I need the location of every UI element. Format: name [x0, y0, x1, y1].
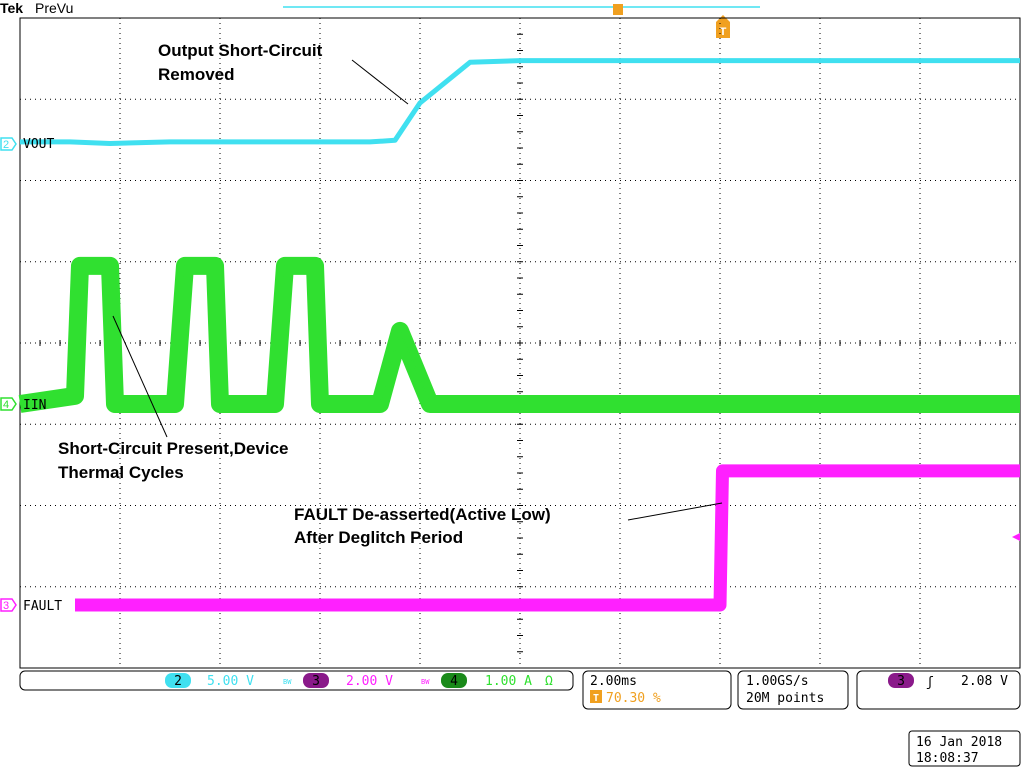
date-label: 16 Jan 2018: [916, 735, 1002, 750]
series-fault-edge: [75, 470, 1020, 606]
graticule: [19, 17, 1021, 669]
svg-text:3: 3: [3, 600, 9, 612]
svg-text:4: 4: [3, 399, 9, 411]
ch4-impedance-icon: Ω: [545, 674, 553, 689]
annotation-vout-line2: Removed: [158, 65, 235, 84]
brand-label: Tek: [0, 0, 23, 16]
ch3-scale: 2.00 V: [346, 674, 393, 689]
ch3-label: FAULT: [23, 599, 62, 614]
ch2-number-badge: 2: [174, 674, 182, 689]
svg-text:T: T: [593, 693, 599, 704]
annotation-vout-line1: Output Short-Circuit: [158, 41, 323, 60]
annotation-iin: Short-Circuit Present,Device Thermal Cyc…: [58, 315, 289, 482]
trigger-position: 70.30 %: [606, 691, 661, 706]
trigger-level-marker: [1012, 533, 1020, 541]
svg-text:T: T: [720, 26, 727, 38]
trigger-pos-icon: [590, 690, 602, 703]
ch4-label: IIN: [23, 398, 46, 413]
ch4-number-badge: 4: [450, 674, 458, 689]
timebase-panel[interactable]: [582, 670, 732, 710]
trigger-level: 2.08 V: [961, 674, 1008, 689]
annotation-fault-line1: FAULT De-asserted(Active Low): [294, 505, 551, 524]
ch2-scale: 5.00 V: [207, 674, 254, 689]
annotation-fault-line2: After Deglitch Period: [294, 528, 463, 547]
series-vout-edge: [20, 59, 1020, 145]
mode-label: PreVu: [35, 0, 73, 16]
ch2-bw-mark: BW: [283, 678, 292, 686]
svg-text:2: 2: [3, 139, 9, 151]
ch4-marker: 4 IIN: [0, 397, 46, 413]
trigger-position-marker: [613, 4, 623, 15]
timebase-scale: 2.00ms: [590, 674, 637, 689]
acquisition-panel[interactable]: [737, 670, 849, 710]
ch4-scale: 1.00 A: [485, 674, 532, 689]
ch3-number-badge: 3: [312, 674, 320, 689]
status-bar: 2 5.00 V BW 3 2.00 V BW 4 1.00 A Ω 2.00m…: [19, 670, 1021, 767]
series-fault-trace: [75, 464, 1020, 612]
time-label: 18:08:37: [916, 751, 979, 766]
sample-rate: 1.00GS/s: [746, 674, 809, 689]
annotation-vout: Output Short-Circuit Removed: [158, 41, 409, 105]
datetime-panel: [908, 730, 1021, 767]
waveforms: [18, 58, 1020, 612]
annotation-fault: FAULT De-asserted(Active Low) After Degl…: [294, 502, 723, 547]
ch3-bw-mark: BW: [421, 678, 430, 686]
annotation-iin-line2: Thermal Cycles: [58, 463, 184, 482]
record-length: 20M points: [746, 691, 824, 706]
annotation-iin-line1: Short-Circuit Present,Device: [58, 439, 289, 458]
ch2-label: VOUT: [23, 137, 54, 152]
trigger-slope-icon: ʃ: [926, 675, 934, 690]
ch3-marker: 3 FAULT: [0, 598, 62, 614]
ch2-marker: 2 VOUT: [0, 137, 54, 152]
vertical-scale-panel[interactable]: [19, 670, 574, 691]
trigger-channel-badge: 3: [897, 674, 905, 689]
series-iin-edge: [19, 265, 1020, 405]
